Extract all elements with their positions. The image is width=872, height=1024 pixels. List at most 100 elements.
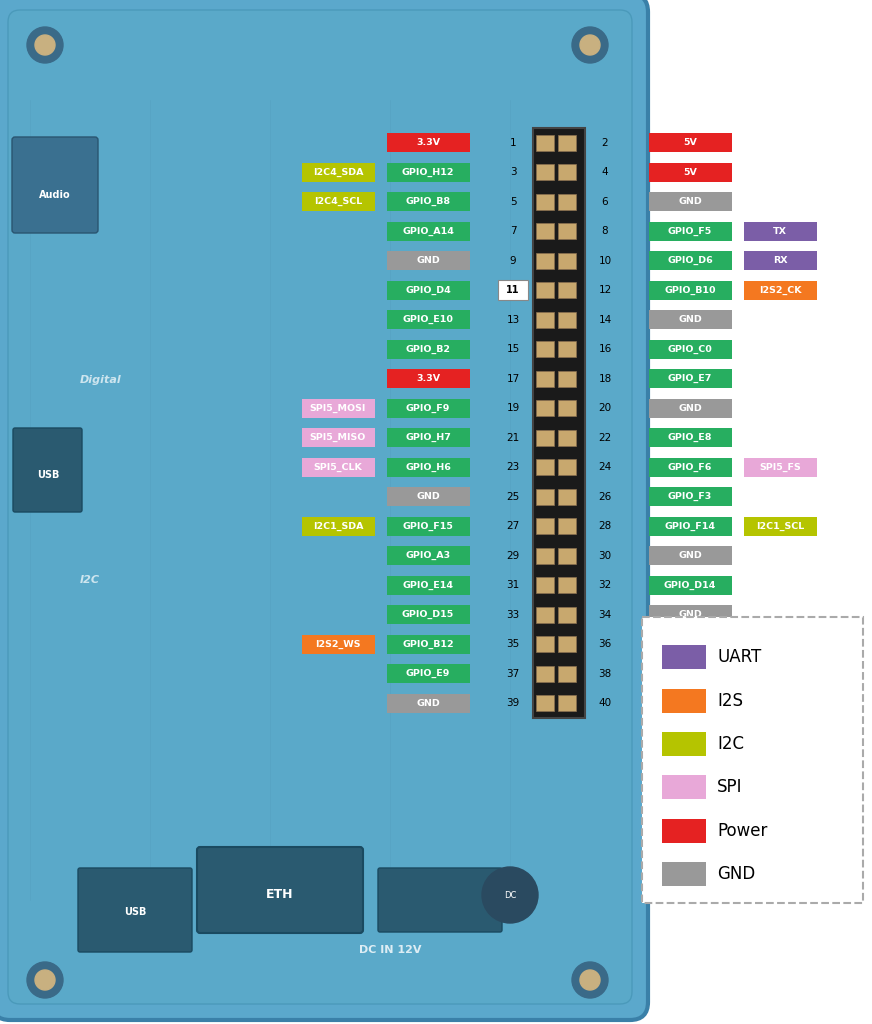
FancyBboxPatch shape: [649, 635, 732, 653]
FancyBboxPatch shape: [662, 732, 706, 756]
Text: I2C4_SDA: I2C4_SDA: [313, 168, 364, 177]
Text: 16: 16: [598, 344, 611, 354]
FancyBboxPatch shape: [744, 458, 816, 477]
FancyBboxPatch shape: [386, 163, 469, 181]
Text: GND: GND: [416, 698, 439, 708]
Text: GPIO_F5: GPIO_F5: [668, 226, 712, 236]
Text: 3.3V: 3.3V: [416, 138, 440, 147]
FancyBboxPatch shape: [536, 253, 554, 268]
FancyBboxPatch shape: [536, 548, 554, 564]
FancyBboxPatch shape: [744, 251, 816, 270]
Text: GND: GND: [678, 551, 702, 560]
FancyBboxPatch shape: [558, 488, 576, 505]
FancyBboxPatch shape: [558, 518, 576, 535]
Text: RX: RX: [773, 256, 787, 265]
Text: GND: GND: [416, 256, 439, 265]
Text: GPIO_F14: GPIO_F14: [664, 521, 716, 530]
Text: 39: 39: [507, 698, 520, 709]
FancyBboxPatch shape: [536, 311, 554, 328]
FancyBboxPatch shape: [558, 283, 576, 298]
FancyBboxPatch shape: [558, 578, 576, 593]
Text: 4: 4: [602, 167, 609, 177]
Text: 8: 8: [602, 226, 609, 237]
FancyBboxPatch shape: [649, 398, 732, 418]
FancyBboxPatch shape: [744, 517, 816, 536]
Text: GPIO_H6: GPIO_H6: [405, 463, 451, 472]
FancyBboxPatch shape: [536, 518, 554, 535]
FancyBboxPatch shape: [536, 636, 554, 652]
FancyBboxPatch shape: [536, 371, 554, 387]
FancyBboxPatch shape: [386, 428, 469, 447]
Text: SPI5_CLK: SPI5_CLK: [314, 463, 363, 472]
FancyBboxPatch shape: [744, 281, 816, 300]
Text: 27: 27: [507, 521, 520, 531]
FancyBboxPatch shape: [649, 133, 732, 153]
FancyBboxPatch shape: [649, 458, 732, 477]
Text: GPIO_E9: GPIO_E9: [405, 669, 450, 678]
FancyBboxPatch shape: [662, 775, 706, 800]
Text: 29: 29: [507, 551, 520, 561]
Text: GPIO_E15: GPIO_E15: [664, 640, 715, 649]
Text: GPIO_D14: GPIO_D14: [664, 581, 716, 590]
Text: 21: 21: [507, 433, 520, 442]
Text: GPIO_D6: GPIO_D6: [667, 256, 713, 265]
FancyBboxPatch shape: [649, 693, 732, 713]
Text: TX: TX: [773, 226, 787, 236]
FancyBboxPatch shape: [662, 862, 706, 886]
Text: 17: 17: [507, 374, 520, 384]
FancyBboxPatch shape: [386, 605, 469, 625]
Text: GPIO_A14: GPIO_A14: [402, 226, 454, 236]
FancyBboxPatch shape: [744, 222, 816, 241]
FancyBboxPatch shape: [498, 281, 528, 300]
FancyBboxPatch shape: [302, 398, 374, 418]
FancyBboxPatch shape: [386, 458, 469, 477]
Text: ETH: ETH: [266, 889, 294, 901]
Text: 30: 30: [598, 551, 611, 561]
Text: GPIO_E7: GPIO_E7: [668, 374, 712, 383]
FancyBboxPatch shape: [649, 517, 732, 536]
Text: GPIO_B2: GPIO_B2: [405, 345, 451, 354]
FancyBboxPatch shape: [536, 607, 554, 623]
Text: 34: 34: [598, 609, 611, 620]
FancyBboxPatch shape: [744, 693, 816, 713]
Text: I2S2_CK: I2S2_CK: [759, 286, 801, 295]
Text: GPIO_H12: GPIO_H12: [402, 168, 454, 177]
FancyBboxPatch shape: [12, 137, 98, 233]
FancyBboxPatch shape: [302, 193, 374, 211]
Text: Digital: Digital: [80, 375, 122, 385]
FancyBboxPatch shape: [386, 546, 469, 565]
FancyBboxPatch shape: [386, 193, 469, 211]
Text: Audio: Audio: [39, 190, 71, 200]
Circle shape: [27, 962, 63, 998]
FancyBboxPatch shape: [302, 458, 374, 477]
Text: GND: GND: [678, 315, 702, 325]
Text: I2C: I2C: [80, 575, 100, 585]
Text: GPIO_B10: GPIO_B10: [664, 286, 716, 295]
FancyBboxPatch shape: [649, 605, 732, 625]
FancyBboxPatch shape: [649, 340, 732, 358]
Text: GPIO_D15: GPIO_D15: [402, 610, 454, 620]
FancyBboxPatch shape: [386, 370, 469, 388]
Text: 5: 5: [510, 197, 516, 207]
FancyBboxPatch shape: [386, 665, 469, 683]
Text: I2C4_SCL: I2C4_SCL: [314, 198, 362, 206]
FancyBboxPatch shape: [558, 371, 576, 387]
FancyBboxPatch shape: [8, 10, 632, 1004]
FancyBboxPatch shape: [78, 868, 192, 952]
Text: USB: USB: [37, 470, 59, 480]
FancyBboxPatch shape: [536, 283, 554, 298]
Text: 14: 14: [598, 314, 611, 325]
FancyBboxPatch shape: [744, 665, 816, 683]
Text: 3.3V: 3.3V: [416, 374, 440, 383]
FancyBboxPatch shape: [386, 575, 469, 595]
FancyBboxPatch shape: [536, 578, 554, 593]
Text: GPIO_E8: GPIO_E8: [668, 433, 712, 442]
Text: 26: 26: [598, 492, 611, 502]
FancyBboxPatch shape: [558, 341, 576, 357]
FancyBboxPatch shape: [536, 459, 554, 475]
FancyBboxPatch shape: [649, 251, 732, 270]
FancyBboxPatch shape: [649, 281, 732, 300]
Text: I2S2_SDI: I2S2_SDI: [757, 669, 803, 678]
Text: GND: GND: [678, 403, 702, 413]
Text: 5V: 5V: [683, 138, 697, 147]
